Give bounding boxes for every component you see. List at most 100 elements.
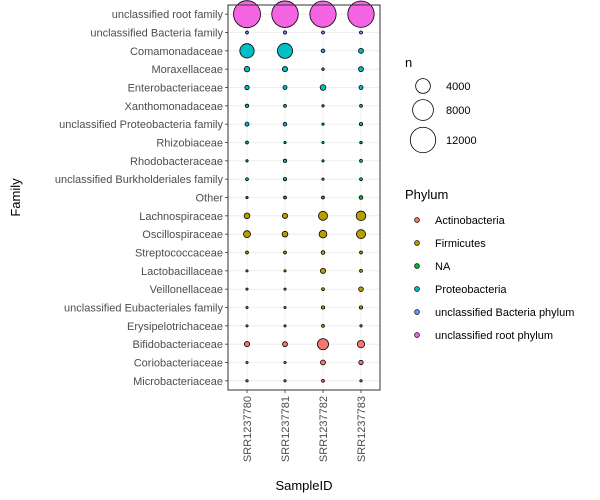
point-enterobacteriaceae-srr1237782 <box>319 84 327 91</box>
point-streptococcaceae-srr1237780 <box>245 250 249 255</box>
phylum-legend-key-proteobacteria <box>414 286 420 292</box>
y-tick-label-rhodobacteraceae: Rhodobacteraceae <box>130 156 223 168</box>
size-legend-key-12000 <box>409 126 437 154</box>
point-unclassified-proteobacteria-family-srr1237780 <box>244 121 250 127</box>
y-tick-label-unclassified-eubacteriales-family: unclassified Eubacteriales family <box>64 303 223 315</box>
point-moraxellaceae-srr1237783 <box>358 66 364 73</box>
point-microbacteriaceae-srr1237780 <box>245 379 249 383</box>
point-moraxellaceae-srr1237782 <box>321 67 325 71</box>
point-bifidobacteriaceae-srr1237781 <box>282 341 288 348</box>
point-streptococcaceae-srr1237783 <box>359 250 363 255</box>
point-unclassified-bacteria-family-srr1237780 <box>245 30 249 35</box>
y-tick-label-streptococcaceae: Streptococcaceae <box>135 248 223 260</box>
point-rhizobiaceae-srr1237783 <box>359 140 363 145</box>
point-unclassified-proteobacteria-family-srr1237782 <box>321 122 325 126</box>
point-coriobacteriaceae-srr1237782 <box>320 359 326 366</box>
point-unclassified-burkholderiales-family-srr1237781 <box>282 177 288 182</box>
point-unclassified-burkholderiales-family-srr1237780 <box>245 177 249 181</box>
x-tick-label-srr1237781: SRR1237781 <box>280 396 292 462</box>
phylum-legend-label-actinobacteria: Actinobacteria <box>435 215 506 227</box>
point-lactobacillaceae-srr1237781 <box>283 269 287 273</box>
point-xanthomonadaceae-srr1237782 <box>321 104 325 108</box>
point-erysipelotrichaceae-srr1237782 <box>321 324 325 328</box>
y-axis-title: Family <box>8 178 23 217</box>
y-tick-label-other: Other <box>195 193 223 205</box>
y-tick-label-oscillospiraceae: Oscillospiraceae <box>142 229 223 241</box>
size-legend-label-12000: 12000 <box>446 135 477 147</box>
point-unclassified-eubacteriales-family-srr1237780 <box>245 305 249 309</box>
point-erysipelotrichaceae-srr1237783 <box>359 324 363 328</box>
point-other-srr1237781 <box>283 195 287 200</box>
y-tick-label-microbacteriaceae: Microbacteriaceae <box>133 376 223 388</box>
point-microbacteriaceae-srr1237783 <box>359 379 363 383</box>
y-tick-label-erysipelotrichaceae: Erysipelotrichaceae <box>127 321 223 333</box>
size-legend-key-4000 <box>415 78 431 94</box>
phylum-legend-label-proteobacteria: Proteobacteria <box>435 284 507 296</box>
point-coriobacteriaceae-srr1237783 <box>358 359 364 366</box>
phylum-legend-key-actinobacteria <box>414 217 420 223</box>
point-unclassified-proteobacteria-family-srr1237783 <box>358 122 364 127</box>
point-xanthomonadaceae-srr1237780 <box>244 103 250 108</box>
y-tick-label-moraxellaceae: Moraxellaceae <box>151 64 223 76</box>
x-axis-title: SampleID <box>275 478 332 493</box>
point-streptococcaceae-srr1237782 <box>320 250 326 255</box>
grid-lines <box>228 5 380 390</box>
point-enterobacteriaceae-srr1237780 <box>244 84 250 91</box>
point-rhodobacteraceae-srr1237783 <box>359 159 363 163</box>
point-coriobacteriaceae-srr1237780 <box>245 360 249 364</box>
y-tick-label-lactobacillaceae: Lactobacillaceae <box>141 266 223 278</box>
y-tick-label-unclassified-root-family: unclassified root family <box>112 9 224 21</box>
phylum-legend: Phylum Actinobacteria Firmicutes NA Proteob… <box>405 187 574 342</box>
point-lactobacillaceae-srr1237783 <box>359 269 363 273</box>
point-oscillospiraceae-srr1237782 <box>318 229 328 239</box>
point-other-srr1237782 <box>321 195 325 200</box>
y-tick-label-veillonellaceae: Veillonellaceae <box>150 284 223 296</box>
phylum-legend-key-na <box>414 263 420 269</box>
point-lachnospiraceae-srr1237782 <box>318 210 328 221</box>
size-legend-title: n <box>405 55 412 70</box>
plot-panel-border <box>227 4 381 391</box>
phylum-legend-label-na: NA <box>435 261 451 273</box>
point-bifidobacteriaceae-srr1237783 <box>356 340 366 349</box>
point-other-srr1237780 <box>245 195 249 200</box>
y-tick-label-unclassified-burkholderiales-family: unclassified Burkholderiales family <box>55 174 224 186</box>
y-tick-label-xanthomonadaceae: Xanthomonadaceae <box>125 101 223 113</box>
phylum-legend-key-firmicutes <box>414 240 420 246</box>
phylum-legend-key-unclassified-root-phylum <box>414 332 420 338</box>
phylum-legend-label-unclassified-bacteria-phylum: unclassified Bacteria phylum <box>435 307 574 319</box>
point-moraxellaceae-srr1237780 <box>243 66 251 73</box>
point-unclassified-eubacteriales-family-srr1237782 <box>320 305 326 310</box>
size-legend-key-8000 <box>412 99 434 121</box>
x-tick-label-srr1237782: SRR1237782 <box>318 396 330 462</box>
point-xanthomonadaceae-srr1237781 <box>283 104 287 108</box>
phylum-legend-title: Phylum <box>405 187 448 202</box>
point-lachnospiraceae-srr1237780 <box>243 212 251 220</box>
point-coriobacteriaceae-srr1237781 <box>283 360 287 364</box>
point-lactobacillaceae-srr1237780 <box>245 269 249 273</box>
point-unclassified-burkholderiales-family-srr1237782 <box>321 177 325 181</box>
point-unclassified-proteobacteria-family-srr1237781 <box>282 121 288 127</box>
data-points <box>233 0 375 383</box>
point-veillonellaceae-srr1237780 <box>245 287 249 291</box>
y-tick-label-rhizobiaceae: Rhizobiaceae <box>156 138 223 150</box>
point-rhizobiaceae-srr1237780 <box>245 140 249 145</box>
point-comamonadaceae-srr1237781 <box>277 42 293 59</box>
point-bifidobacteriaceae-srr1237782 <box>317 338 329 351</box>
phylum-legend-label-firmicutes: Firmicutes <box>435 238 486 250</box>
point-oscillospiraceae-srr1237783 <box>356 229 366 240</box>
point-rhodobacteraceae-srr1237781 <box>282 158 288 163</box>
x-tick-label-srr1237783: SRR1237783 <box>356 396 368 462</box>
point-rhodobacteraceae-srr1237780 <box>245 159 249 163</box>
point-unclassified-root-family-srr1237782 <box>309 0 337 28</box>
point-comamonadaceae-srr1237783 <box>358 47 364 54</box>
size-legend-label-4000: 4000 <box>446 81 470 93</box>
point-unclassified-bacteria-family-srr1237783 <box>359 30 363 35</box>
y-tick-label-coriobacteriaceae: Coriobacteriaceae <box>134 358 223 370</box>
point-unclassified-root-family-srr1237783 <box>347 0 375 28</box>
y-tick-label-unclassified-bacteria-family: unclassified Bacteria family <box>90 28 223 40</box>
point-moraxellaceae-srr1237781 <box>282 66 288 73</box>
point-microbacteriaceae-srr1237782 <box>321 379 325 383</box>
size-legend-label-8000: 8000 <box>446 105 470 117</box>
point-unclassified-eubacteriales-family-srr1237783 <box>358 305 364 310</box>
